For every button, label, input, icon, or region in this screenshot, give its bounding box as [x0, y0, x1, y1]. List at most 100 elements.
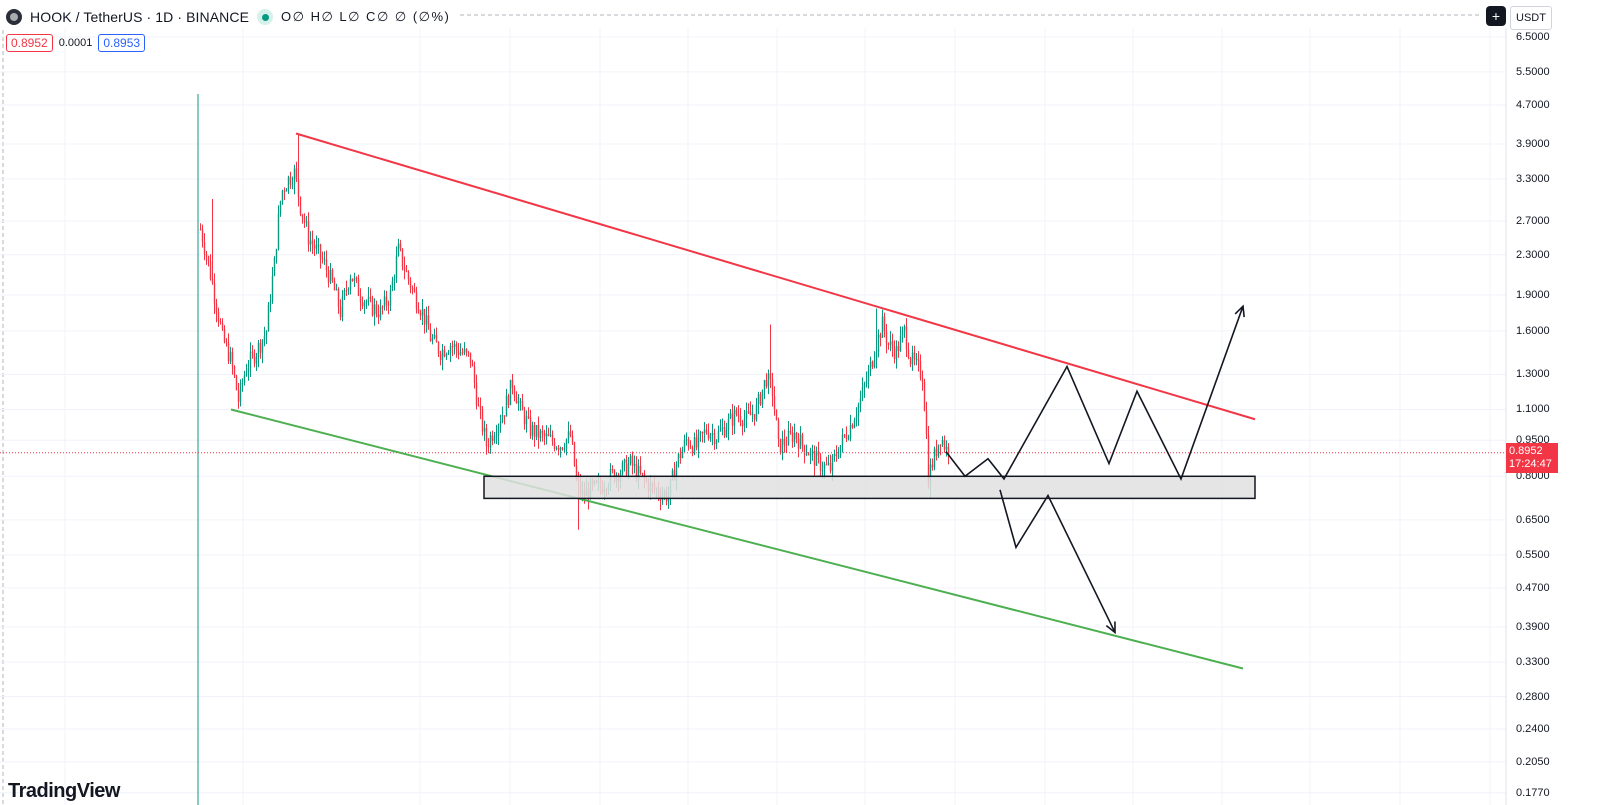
candle-body [451, 346, 454, 348]
candle-body [317, 244, 320, 246]
candle-body [911, 352, 914, 365]
candle-body [801, 434, 804, 446]
resistance-trendline [295, 132, 1256, 421]
candle-body [251, 351, 254, 353]
candle-body [303, 217, 306, 223]
candle-body [735, 409, 738, 415]
candle-body [377, 313, 380, 318]
candle-body [395, 255, 398, 279]
candle-body [205, 253, 208, 257]
candle-body [467, 351, 470, 353]
candle-body [637, 465, 640, 479]
candle-body [837, 456, 840, 458]
plus-icon[interactable]: + [1486, 6, 1506, 26]
candle-body [523, 410, 526, 425]
candle-body [235, 375, 238, 391]
candle-body [839, 445, 842, 457]
candle-body [411, 287, 414, 289]
candle-body [641, 472, 644, 474]
candle-body [415, 291, 418, 309]
symbol-title[interactable]: HOOK / TetherUS · 1D · BINANCE [30, 9, 250, 25]
candle-body [211, 278, 214, 283]
breakdown-projection-path [999, 489, 1116, 633]
candle-body [339, 306, 342, 318]
support-trendline [230, 408, 1244, 670]
candle-body [857, 404, 860, 416]
candle-body [907, 349, 910, 359]
candle-body [931, 464, 934, 468]
candle-body [865, 381, 868, 385]
candle-body [429, 329, 432, 342]
candle-body [481, 409, 484, 432]
candle-body [229, 351, 232, 362]
candle-body [343, 289, 346, 297]
candle-body [625, 459, 628, 475]
candle-body [457, 349, 460, 355]
candle-body [529, 416, 532, 436]
candle-body [421, 308, 424, 316]
candle-body [331, 269, 334, 281]
candle-body [869, 361, 872, 371]
candle-body [397, 243, 400, 256]
candle-body [497, 426, 500, 435]
candle-body [681, 449, 684, 458]
candle-body [563, 448, 566, 450]
candle-body [753, 414, 756, 420]
candle-body [887, 343, 890, 345]
candle-body [209, 261, 212, 279]
candle-body [701, 432, 704, 434]
candle-body [555, 447, 558, 449]
price-axis-label: 3.9000 [1516, 138, 1550, 150]
candle-body [237, 390, 240, 402]
candle-body [689, 446, 692, 448]
candle-body [553, 441, 556, 449]
candle-body [399, 243, 402, 249]
candle-body [733, 409, 736, 426]
candle-body [539, 431, 542, 439]
candle-body [287, 176, 290, 190]
candle-body [561, 447, 564, 450]
candle-body [853, 420, 856, 428]
candle-body [843, 434, 846, 436]
candle-body [883, 316, 886, 332]
candle-body [489, 435, 492, 448]
candle-body [785, 444, 788, 446]
candle-body [461, 352, 464, 354]
candle-body [327, 269, 330, 283]
candle-body [455, 344, 458, 350]
price-axis-label: 3.3000 [1516, 173, 1550, 186]
currency-selector[interactable]: USDT [1510, 6, 1552, 30]
candle-body [849, 424, 852, 439]
candle-body [347, 288, 350, 290]
candle-body [731, 413, 734, 426]
candle-body [375, 304, 378, 314]
candle-body [307, 221, 310, 245]
candle-body [337, 289, 340, 307]
breakout-arrowhead [1234, 304, 1245, 318]
candle-body [905, 326, 908, 350]
candle-body [807, 454, 810, 456]
candle-body [909, 358, 912, 365]
candle-body [875, 351, 878, 361]
candle-body [439, 353, 442, 361]
candle-body [831, 456, 834, 471]
candle-body [403, 266, 406, 271]
candle-body [783, 438, 786, 445]
candle-body [521, 401, 524, 411]
ohlc-values: O∅ H∅ L∅ C∅ ∅ (∅%) [281, 9, 451, 24]
price-axis-label: 0.3900 [1516, 621, 1550, 633]
candle-body [487, 446, 490, 448]
candle-body [935, 448, 938, 456]
candle-body [775, 409, 778, 421]
candle-body [677, 453, 680, 465]
candle-body [773, 395, 776, 410]
candle-body [257, 342, 260, 357]
candle-body [565, 439, 568, 449]
buy-price[interactable]: 0.8953 [98, 34, 146, 52]
candle-body [751, 414, 754, 416]
candle-body [219, 321, 222, 323]
candle-body [233, 366, 236, 376]
candle-body [913, 352, 916, 360]
sell-price[interactable]: 0.8952 [6, 34, 53, 52]
